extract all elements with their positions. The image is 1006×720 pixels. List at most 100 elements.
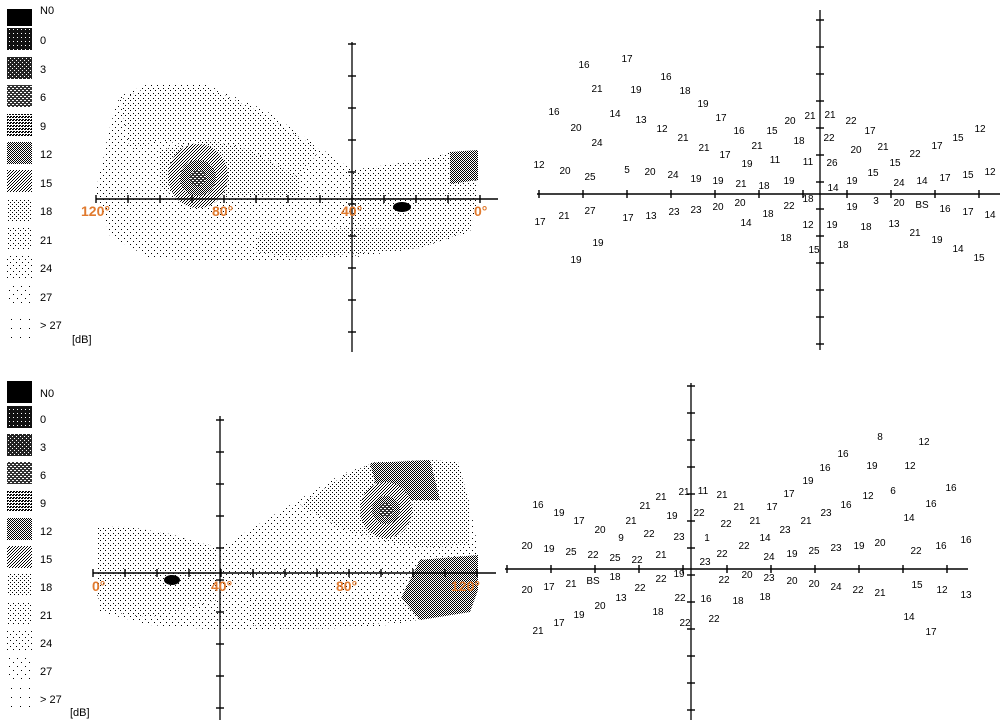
threshold-value: 21 [677, 133, 689, 144]
legend-swatch-15 [7, 546, 32, 568]
threshold-value: 5 [624, 165, 630, 176]
legend-unit: [dB] [70, 707, 90, 719]
threshold-value: 17 [543, 582, 555, 593]
threshold-value: 19 [931, 235, 943, 246]
blind-spot-top [393, 202, 411, 212]
legend-swatch-n0 [7, 381, 32, 403]
threshold-value: 19 [673, 569, 685, 580]
threshold-value: 22 [823, 133, 835, 144]
threshold-value: 21 [733, 502, 745, 513]
threshold-value: 18 [793, 136, 805, 147]
threshold-value: 22 [693, 508, 705, 519]
threshold-value: 26 [826, 158, 838, 169]
threshold-value: 17 [622, 213, 634, 224]
field-region-inferior [255, 228, 470, 258]
threshold-value: 23 [830, 543, 842, 554]
legend-swatch-12 [7, 142, 32, 164]
threshold-value: 15 [962, 170, 974, 181]
threshold-value: 6 [890, 486, 896, 497]
legend-label-27: 27 [40, 292, 52, 304]
threshold-value: 23 [673, 532, 685, 543]
threshold-value: 19 [690, 174, 702, 185]
threshold-value: 19 [543, 544, 555, 555]
legend-label-3: 3 [40, 442, 46, 454]
threshold-value: 20 [786, 576, 798, 587]
threshold-value: 23 [690, 205, 702, 216]
threshold-value: 22 [674, 593, 686, 604]
threshold-value: 22 [679, 618, 691, 629]
threshold-value: 9 [618, 533, 624, 544]
legend-label-27: 27 [40, 666, 52, 678]
threshold-value: 25 [609, 553, 621, 564]
threshold-value: 24 [667, 170, 679, 181]
field-region-nasal-step [450, 150, 478, 184]
threshold-value: 21 [735, 179, 747, 190]
legend-label-6: 6 [40, 470, 46, 482]
threshold-value: 21 [804, 111, 816, 122]
threshold-value: 13 [960, 590, 972, 601]
threshold-value: 12 [533, 160, 545, 171]
threshold-value: 16 [660, 72, 672, 83]
map-degree-label-40: 40° [211, 578, 232, 594]
threshold-value: 17 [939, 173, 951, 184]
threshold-value: 19 [573, 610, 585, 621]
threshold-value: 25 [565, 547, 577, 558]
threshold-value: 1 [704, 533, 710, 544]
threshold-value: 12 [904, 461, 916, 472]
threshold-value: 17 [925, 627, 937, 638]
threshold-value: 21 [751, 141, 763, 152]
threshold-value: 18 [837, 240, 849, 251]
threshold-value: 12 [936, 585, 948, 596]
threshold-value: 11 [698, 486, 709, 497]
legend-label-3: 3 [40, 64, 46, 76]
threshold-value: 12 [862, 491, 874, 502]
legend-swatch-15 [7, 170, 32, 192]
threshold-value: 22 [852, 585, 864, 596]
threshold-value: 20 [559, 166, 571, 177]
threshold-value: 21 [874, 588, 886, 599]
legend-swatch-0 [7, 406, 32, 428]
threshold-value: 14 [916, 176, 928, 187]
threshold-value: 19 [741, 159, 753, 170]
numeric-ticks-top [538, 19, 980, 345]
threshold-value: 14 [827, 183, 839, 194]
threshold-value: 11 [770, 155, 781, 166]
threshold-value: 22 [718, 575, 730, 586]
threshold-value: 21 [749, 516, 761, 527]
threshold-value: 22 [643, 529, 655, 540]
threshold-value: 19 [846, 176, 858, 187]
legend-label-12: 12 [40, 149, 52, 161]
threshold-value: 21 [639, 501, 651, 512]
threshold-value: 19 [802, 476, 814, 487]
threshold-value: 18 [758, 181, 770, 192]
threshold-value: 25 [584, 172, 596, 183]
threshold-value: 24 [830, 582, 842, 593]
threshold-value: 17 [534, 217, 546, 228]
legend-top: N0 0 3 6 9 12 15 18 21 24 27 > 27 [dB] [7, 5, 92, 346]
legend-label-6: 6 [40, 92, 46, 104]
threshold-value: 19 [570, 255, 582, 266]
field-region-defect-core [190, 170, 206, 186]
threshold-value: 21 [558, 211, 570, 222]
legend-swatch-24 [7, 630, 32, 652]
legend-swatch-9 [7, 490, 32, 512]
threshold-value: 24 [893, 178, 905, 189]
field-region-defect-core [379, 503, 393, 517]
threshold-value: 14 [952, 244, 964, 255]
threshold-value: 22 [716, 549, 728, 560]
threshold-value: 22 [909, 149, 921, 160]
threshold-value: 15 [867, 168, 879, 179]
threshold-value: 23 [779, 525, 791, 536]
blind-spot-bottom [164, 575, 180, 585]
threshold-value: 22 [845, 116, 857, 127]
threshold-value: 17 [766, 502, 778, 513]
threshold-value: 23 [668, 207, 680, 218]
threshold-value: 21 [532, 626, 544, 637]
threshold-value: 22 [631, 555, 643, 566]
legend-swatch-0 [7, 28, 32, 50]
legend-swatch-27 [7, 658, 32, 680]
threshold-value: 22 [587, 550, 599, 561]
